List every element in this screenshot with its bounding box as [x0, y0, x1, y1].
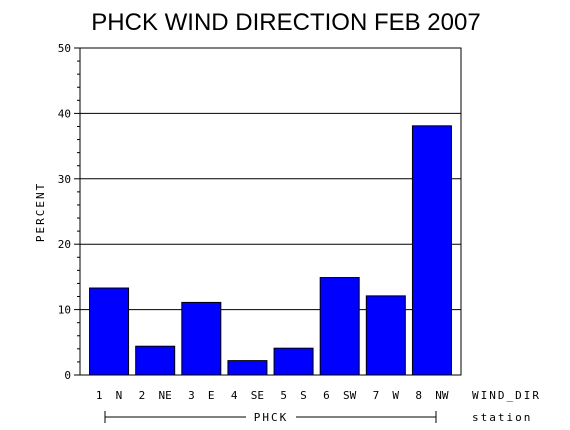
x-tick-label: 5 S	[280, 389, 307, 402]
group-bracket	[104, 411, 437, 423]
x-tick-label: 1 N	[96, 389, 123, 402]
bar-7-w	[365, 295, 406, 376]
bar-4-se	[227, 360, 268, 376]
y-tick-label: 10	[58, 304, 71, 317]
bar-6-sw	[319, 277, 360, 376]
y-tick-label: 30	[58, 173, 71, 186]
minor-ticks	[77, 60, 80, 363]
x-tick-label: 6 SW	[323, 389, 356, 402]
x-axis-label: WIND_DIR	[472, 389, 541, 402]
x-tick-label: 7 W	[373, 389, 400, 402]
group-label: PHCK	[254, 411, 289, 424]
bar-8-nw	[411, 125, 452, 376]
bars	[89, 125, 452, 376]
bar-1-n	[89, 287, 130, 376]
y-axis-ticks: 0 10 20 30 40 50	[58, 42, 80, 382]
y-axis-label: PERCENT	[34, 182, 47, 242]
y-tick-label: 0	[64, 369, 71, 382]
x-tick-label: 3 E	[188, 389, 215, 402]
plot-frame	[79, 47, 462, 376]
x-tick-label: 4 SE	[231, 389, 264, 402]
x-tick-label: 8 NW	[415, 389, 448, 402]
x-axis-tick-labels: 1 N 2 NE 3 E 4 SE 5 S 6 SW 7 W 8 NW	[96, 389, 449, 402]
group-axis-label: station	[472, 411, 532, 424]
y-tick-label: 20	[58, 238, 71, 251]
bar-3-e	[181, 301, 222, 376]
y-tick-label: 50	[58, 42, 71, 55]
bar-5-s	[273, 347, 314, 376]
x-tick-label: 2 NE	[139, 389, 172, 402]
bar-2-ne	[135, 345, 176, 376]
chart-title: PHCK WIND DIRECTION FEB 2007	[91, 9, 480, 36]
grid-lines	[80, 112, 461, 311]
y-tick-label: 40	[58, 107, 71, 120]
